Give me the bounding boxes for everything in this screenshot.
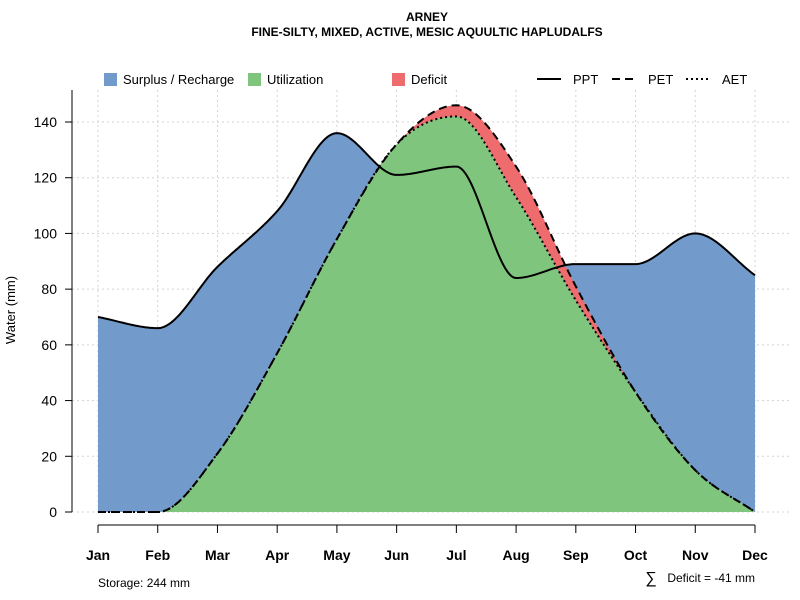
series-lines [97,104,756,513]
x-tick-label-jul: Jul [446,547,466,563]
legend-label-ppt: PPT [573,72,598,87]
legend-swatch-deficit [392,73,405,86]
deficit-symbol: ∑ [645,570,656,587]
x-tick-label-aug: Aug [502,547,529,563]
x-tick-label-jan: Jan [86,547,110,563]
axes: 0 20 40 60 80 100 120 140 Jan Feb Mar Apr May Jun Jul A… [34,90,768,563]
chart-title: ARNEY [406,10,448,24]
plot-area: 0 20 40 60 80 100 120 140 Jan Feb Mar Apr May Jun Jul A… [34,90,790,563]
chart-subtitle: FINE-SILTY, MIXED, ACTIVE, MESIC AQUULTI… [251,25,602,39]
y-tick-label: 20 [41,448,57,464]
legend-swatch-surplus-recharge [104,73,117,86]
y-tick-label: 0 [49,504,57,520]
x-tick-label-dec: Dec [742,547,768,563]
legend-label-deficit: Deficit [411,72,448,87]
y-tick-label: 40 [41,393,57,409]
storage-label: Storage: 244 mm [98,576,190,590]
legend: Surplus / Recharge Utilization Deficit PPT P… [104,72,747,87]
y-tick-label: 140 [34,114,58,130]
y-tick-label: 60 [41,337,57,353]
legend-label-pet: PET [648,72,673,87]
x-tick-label-may: May [323,547,350,563]
deficit-label: Deficit = -41 mm [667,571,755,585]
area-utilization [98,116,755,513]
series-line-ppt [97,132,756,330]
y-tick-label: 100 [34,225,58,241]
legend-label-utilization: Utilization [267,72,323,87]
series-line-pet [98,104,756,513]
legend-swatch-utilization [248,73,261,86]
y-axis-title: Water (mm) [3,276,18,344]
y-tick-label: 120 [34,170,58,186]
x-tick-label-nov: Nov [682,547,709,563]
x-tick-label-feb: Feb [145,547,170,563]
x-tick-label-apr: Apr [265,547,290,563]
y-tick-label: 80 [41,281,57,297]
legend-label-surplus-recharge: Surplus / Recharge [123,72,234,87]
x-tick-label-oct: Oct [624,547,648,563]
x-tick-label-jun: Jun [384,547,409,563]
area-fills [98,105,755,513]
x-tick-label-sep: Sep [563,547,589,563]
legend-label-aet: AET [722,72,747,87]
x-tick-label-mar: Mar [205,547,230,563]
